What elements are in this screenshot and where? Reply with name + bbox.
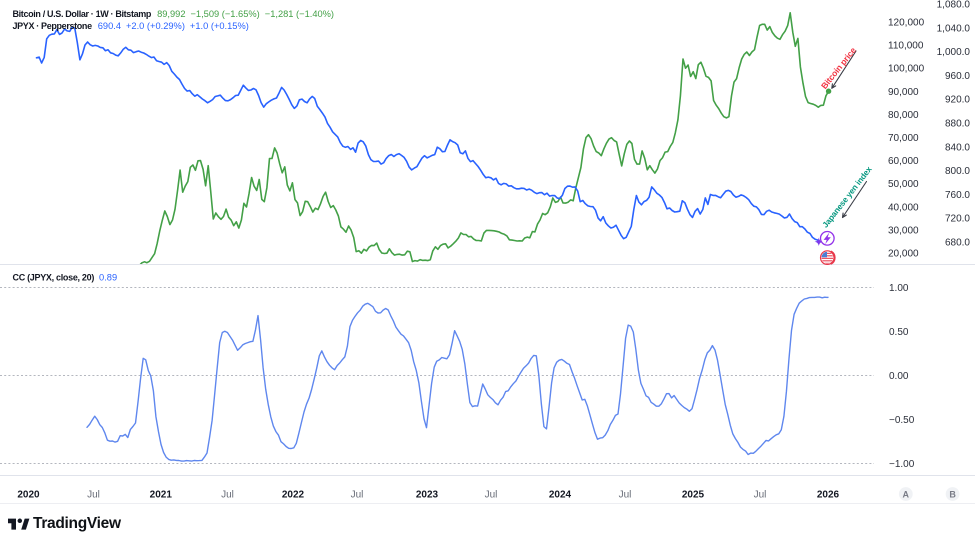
svg-text:2023: 2023 [416, 490, 439, 501]
svg-text:760.0: 760.0 [945, 190, 970, 201]
svg-text:1,080.0: 1,080.0 [937, 0, 971, 11]
svg-text:Jul: Jul [619, 490, 632, 501]
svg-text:Bitcoin / U.S. Dollar · 1W · B: Bitcoin / U.S. Dollar · 1W · Bitstamp 89,… [13, 9, 335, 19]
svg-text:40,000: 40,000 [888, 202, 919, 213]
svg-text:920.0: 920.0 [945, 95, 970, 106]
svg-text:0.00: 0.00 [889, 371, 909, 382]
svg-text:Jul: Jul [221, 490, 234, 501]
svg-text:Jul: Jul [351, 490, 364, 501]
svg-text:0.50: 0.50 [889, 327, 909, 338]
svg-text:80,000: 80,000 [888, 110, 919, 121]
svg-text:−1.00: −1.00 [889, 459, 915, 470]
svg-text:B: B [949, 489, 956, 499]
svg-text:2021: 2021 [150, 490, 173, 501]
svg-text:120,000: 120,000 [888, 18, 925, 29]
svg-text:70,000: 70,000 [888, 133, 919, 144]
svg-text:100,000: 100,000 [888, 64, 925, 75]
svg-text:1.00: 1.00 [889, 283, 909, 294]
svg-text:2026: 2026 [817, 490, 840, 501]
svg-text:30,000: 30,000 [888, 225, 919, 236]
svg-text:880.0: 880.0 [945, 119, 970, 130]
svg-text:20,000: 20,000 [888, 249, 919, 260]
svg-text:Jul: Jul [754, 490, 767, 501]
svg-text:Bitcoin price: Bitcoin price [819, 45, 858, 91]
svg-text:TradingView: TradingView [33, 515, 122, 532]
svg-text:1,000.0: 1,000.0 [937, 47, 971, 58]
svg-text:Jul: Jul [87, 490, 100, 501]
svg-text:800.0: 800.0 [945, 166, 970, 177]
svg-text:960.0: 960.0 [945, 71, 970, 82]
svg-text:Japanese yen index: Japanese yen index [821, 165, 874, 230]
svg-text:2022: 2022 [282, 490, 305, 501]
svg-text:2024: 2024 [549, 490, 572, 501]
svg-text:110,000: 110,000 [888, 41, 924, 52]
svg-text:2020: 2020 [17, 490, 40, 501]
svg-text:1,040.0: 1,040.0 [937, 23, 971, 34]
svg-text:90,000: 90,000 [888, 87, 919, 98]
svg-text:50,000: 50,000 [888, 179, 919, 190]
svg-text:720.0: 720.0 [945, 214, 970, 225]
svg-text:CC (JPYX, close, 20)0.89: CC (JPYX, close, 20) 0.89 [13, 272, 118, 282]
svg-text:2025: 2025 [682, 490, 705, 501]
svg-text:−0.50: −0.50 [889, 415, 915, 426]
svg-text:840.0: 840.0 [945, 142, 970, 153]
svg-text:680.0: 680.0 [945, 238, 970, 249]
svg-text:60,000: 60,000 [888, 156, 919, 167]
svg-text:A: A [903, 489, 910, 499]
svg-text:Jul: Jul [485, 490, 498, 501]
